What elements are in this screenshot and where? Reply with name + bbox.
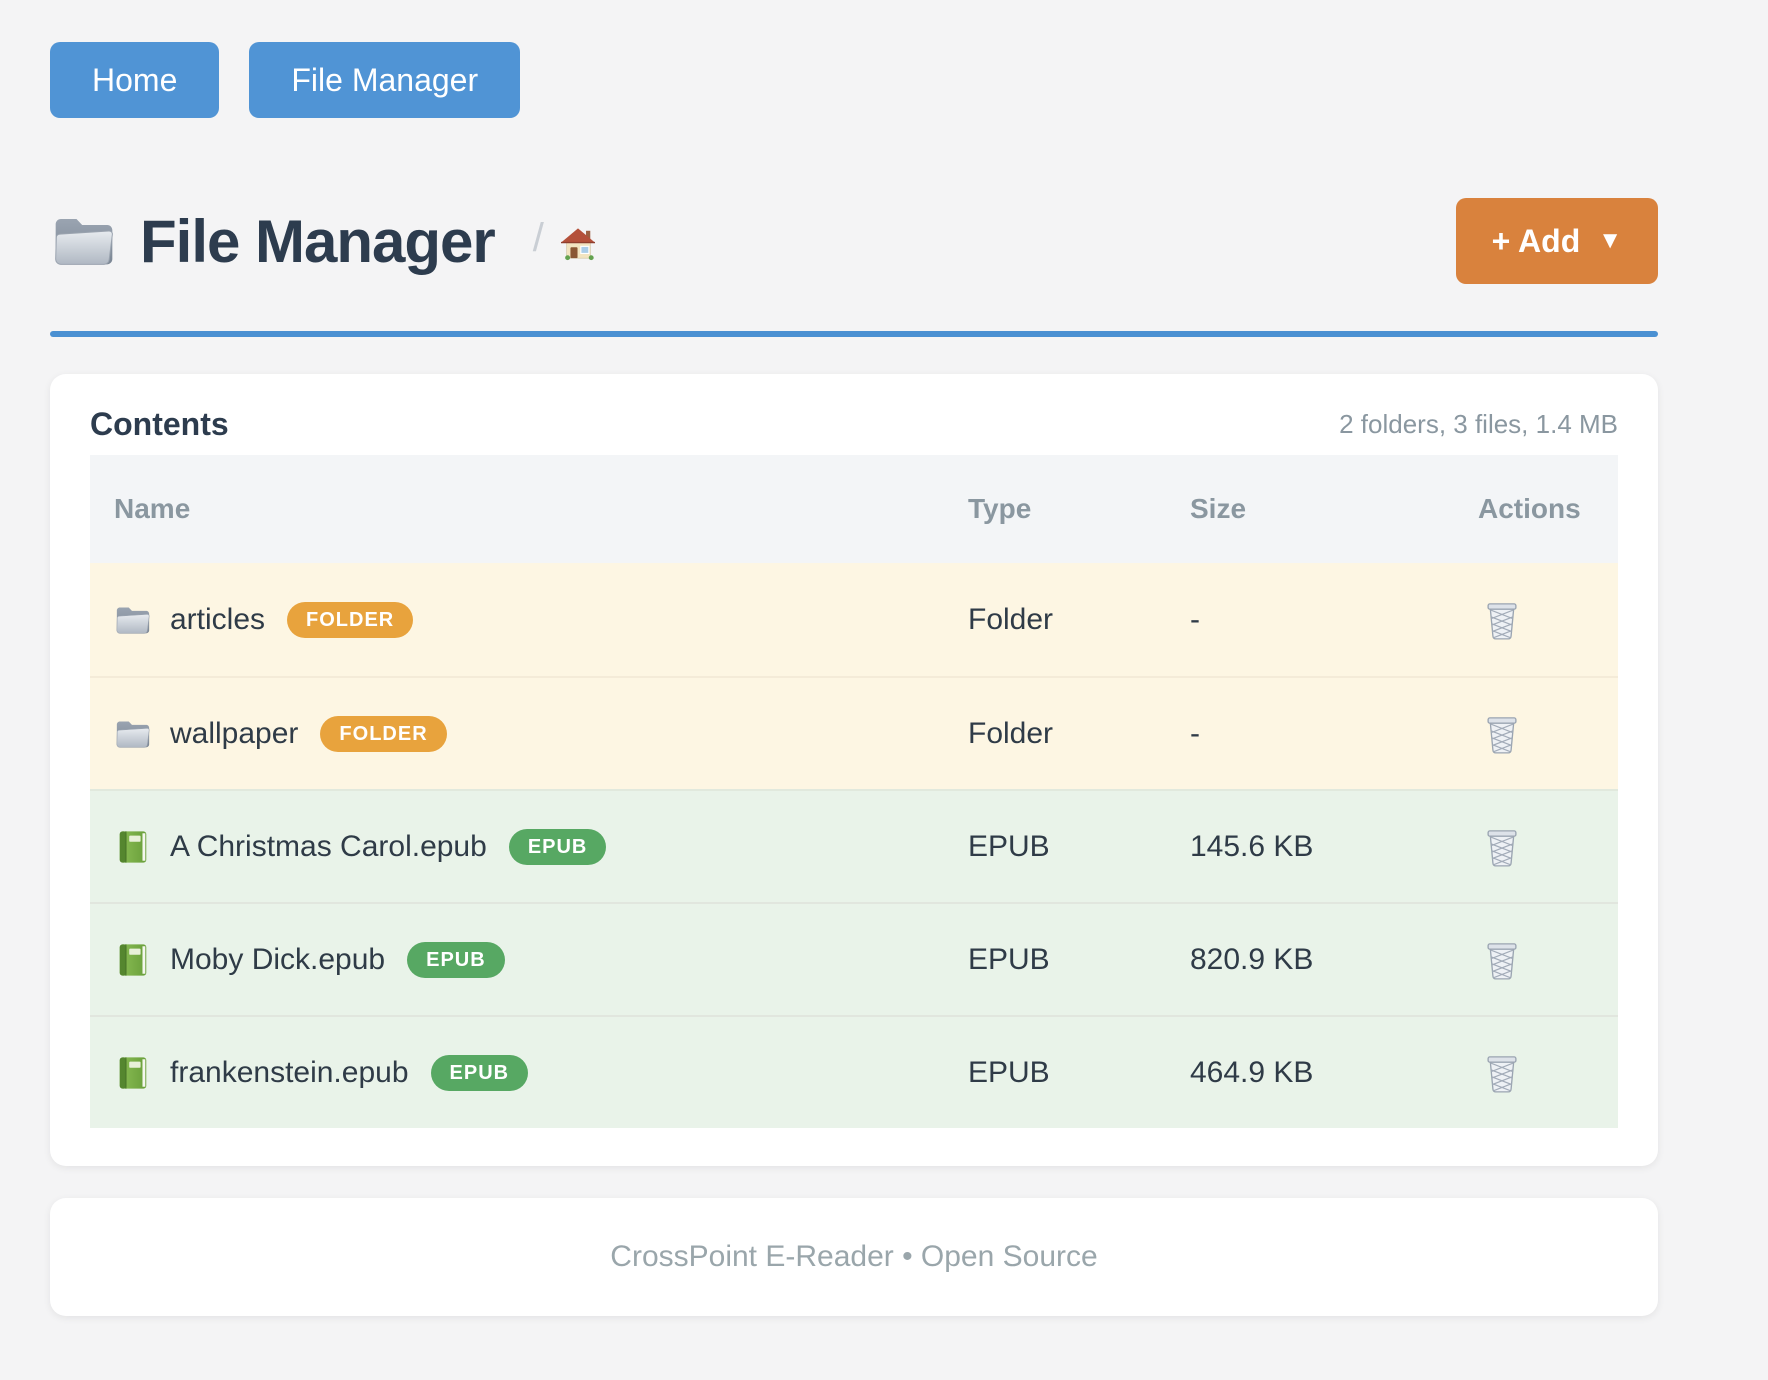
nav-button-file-manager[interactable]: File Manager	[249, 42, 521, 118]
wastebasket-icon	[1487, 1055, 1517, 1093]
name-cell[interactable]: A Christmas Carol.epub EPUB	[90, 828, 968, 865]
green-book-icon	[119, 1056, 147, 1089]
title-divider	[50, 331, 1658, 337]
breadcrumb-separator: /	[532, 215, 544, 260]
house-icon[interactable]	[560, 227, 596, 261]
wastebasket-icon	[1487, 716, 1517, 754]
contents-card-header: Contents 2 folders, 3 files, 1.4 MB	[90, 406, 1618, 443]
delete-button[interactable]	[1484, 940, 1520, 980]
cell-size: 820.9 KB	[1190, 942, 1314, 976]
file-name[interactable]: A Christmas Carol.epub	[170, 829, 487, 863]
table-header-row: Name Type Size Actions	[90, 455, 1618, 563]
contents-heading: Contents	[90, 406, 229, 442]
contents-card: Contents 2 folders, 3 files, 1.4 MB Name…	[50, 374, 1658, 1166]
table-row[interactable]: A Christmas Carol.epub EPUB EPUB 145.6 K…	[90, 789, 1618, 902]
file-name[interactable]: wallpaper	[170, 716, 299, 750]
wastebasket-icon	[1487, 602, 1517, 640]
files-table: Name Type Size Actions articles FOLDER F…	[90, 455, 1618, 1128]
folder-icon	[116, 720, 150, 748]
type-badge: EPUB	[407, 941, 505, 978]
column-header-actions: Actions	[1478, 493, 1581, 524]
name-cell[interactable]: wallpaper FOLDER	[90, 715, 968, 752]
nav-button-home[interactable]: Home	[50, 42, 220, 118]
type-badge: EPUB	[430, 1054, 529, 1091]
green-book-icon	[119, 830, 147, 863]
caret-down-icon: ▼	[1598, 227, 1622, 254]
file-name[interactable]: frankenstein.epub	[170, 1055, 409, 1089]
name-cell[interactable]: articles FOLDER	[90, 601, 968, 638]
type-badge: FOLDER	[320, 715, 447, 752]
page-title: File Manager	[140, 207, 496, 275]
cell-type: EPUB	[968, 942, 1050, 976]
cell-type: EPUB	[968, 1055, 1050, 1089]
column-header-type: Type	[968, 493, 1032, 524]
delete-button[interactable]	[1484, 600, 1520, 640]
delete-button[interactable]	[1484, 714, 1520, 754]
cell-actions	[1478, 1053, 1610, 1093]
breadcrumb: /	[533, 216, 596, 267]
add-button-label: + Add	[1491, 222, 1581, 259]
cell-actions	[1478, 940, 1610, 980]
add-button[interactable]: + Add ▼	[1455, 198, 1658, 284]
name-cell[interactable]: Moby Dick.epub EPUB	[90, 941, 968, 978]
type-badge: EPUB	[508, 828, 607, 865]
footer-text: CrossPoint E-Reader • Open Source	[610, 1240, 1098, 1273]
cell-type: Folder	[968, 716, 1054, 750]
delete-button[interactable]	[1484, 827, 1520, 867]
green-book-icon	[119, 943, 147, 976]
table-row[interactable]: articles FOLDER Folder -	[90, 563, 1618, 676]
table-row[interactable]: frankenstein.epub EPUB EPUB 464.9 KB	[90, 1015, 1618, 1128]
type-badge: FOLDER	[287, 601, 414, 638]
page-header: File Manager / + Add ▼	[50, 196, 1658, 286]
folder-icon	[116, 606, 150, 634]
file-name[interactable]: articles	[170, 602, 266, 636]
wastebasket-icon	[1487, 829, 1517, 867]
cell-actions	[1478, 714, 1610, 754]
cell-size: 464.9 KB	[1190, 1055, 1314, 1089]
page-container: Home File Manager File Manager / + Add	[50, 0, 1658, 1316]
wastebasket-icon	[1487, 942, 1517, 980]
column-header-name: Name	[114, 493, 191, 524]
file-name[interactable]: Moby Dick.epub	[170, 942, 386, 976]
cell-size: -	[1190, 602, 1200, 636]
cell-actions	[1478, 600, 1610, 640]
open-folder-icon	[55, 219, 113, 265]
cell-size: -	[1190, 716, 1200, 750]
cell-type: Folder	[968, 602, 1054, 636]
cell-size: 145.6 KB	[1190, 829, 1314, 863]
delete-button[interactable]	[1484, 1053, 1520, 1093]
cell-actions	[1478, 827, 1610, 867]
table-row[interactable]: wallpaper FOLDER Folder -	[90, 676, 1618, 789]
column-header-size: Size	[1190, 493, 1247, 524]
footer: CrossPoint E-Reader • Open Source	[50, 1198, 1658, 1316]
cell-type: EPUB	[968, 829, 1050, 863]
table-row[interactable]: Moby Dick.epub EPUB EPUB 820.9 KB	[90, 902, 1618, 1015]
top-nav: Home File Manager	[50, 0, 1658, 118]
name-cell[interactable]: frankenstein.epub EPUB	[90, 1054, 968, 1091]
contents-summary: 2 folders, 3 files, 1.4 MB	[1339, 409, 1618, 439]
